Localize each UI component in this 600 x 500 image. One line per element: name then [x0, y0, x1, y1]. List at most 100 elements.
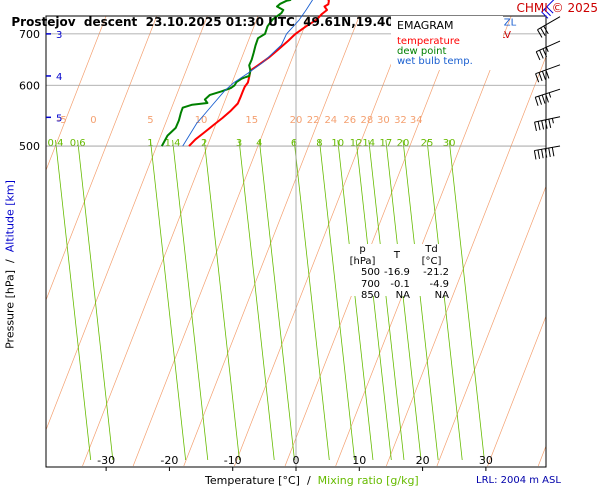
isotherm-label: 24: [324, 115, 337, 126]
wind-barb-feather: [545, 69, 550, 79]
wind-barb-feather: [545, 93, 549, 103]
wind-barb: [535, 40, 561, 61]
wind-barb: [534, 88, 561, 106]
wind-barb-staff: [534, 145, 561, 152]
isotherm-label: 15: [245, 115, 258, 126]
mixing-ratio-label: 14: [362, 138, 375, 149]
isotherm-label: -5: [57, 115, 67, 126]
table-cell: NA: [395, 290, 410, 301]
mixing-ratio-label: 4: [256, 138, 262, 149]
x-title-separator: /: [306, 474, 311, 487]
mixing-ratio-label: 20: [397, 138, 410, 149]
wind-barb-feather: [541, 120, 545, 130]
table-row: 700 -0.1 -4.9: [343, 279, 451, 291]
wind-barb-feather: [541, 149, 544, 159]
mixing-ratio-line: [402, 139, 439, 461]
table-cell: -4.9: [429, 278, 449, 290]
dry-adiabat-line: [234, 16, 411, 467]
wind-barb-feather: [544, 148, 548, 158]
wind-barb: [534, 116, 561, 132]
wind-barb: [535, 64, 561, 83]
mixing-ratio-line: [258, 139, 295, 461]
series-temperature-line: [188, 0, 330, 147]
mixing-ratio-label: 1.4: [165, 138, 181, 149]
dry-adiabat-line: [132, 16, 309, 467]
legend-wetbulb: wet bulb temp.: [397, 56, 473, 67]
temperature-tick-label: 0: [293, 454, 300, 467]
wind-barb-staff: [537, 16, 561, 31]
legend-dewpoint: dew point: [397, 46, 447, 57]
pressure-tick-label: 500: [19, 140, 40, 153]
y-title-altitude: Altitude [km]: [3, 180, 17, 253]
table-row: 500 -16.9 -21.2: [343, 267, 451, 279]
temperature-tick-label: 30: [479, 454, 493, 467]
mode-label: descent: [83, 15, 138, 29]
grid-layer: 0.4 0.6 1 1.4 2 3 4 6 8 10 12 14 17 20 25 30-5 0 5 10 15 20 2…: [19, 15, 547, 471]
wind-barb-half-feather: [551, 118, 554, 124]
mixing-ratio-line: [55, 139, 92, 461]
isotherm-label: 28: [361, 115, 374, 126]
levels-table: p [hPa] T Td [°C] 500 -16.9 -21.2 700 -0…: [343, 244, 451, 301]
mixing-ratio-label: 3: [236, 138, 242, 149]
wind-barb-staff: [541, 0, 555, 13]
datetime-label: 23.10.2025 01:30 UTC: [145, 15, 295, 29]
dry-adiabat-line: [436, 185, 546, 467]
mixing-ratio-label: 30: [443, 138, 456, 149]
wind-barb-feather: [548, 147, 551, 157]
table-header-cell: T: [393, 249, 401, 261]
isotherm-label: 0: [90, 115, 96, 126]
wind-barb: [533, 145, 561, 160]
wind-barb: [537, 16, 561, 38]
isotherm-label: 30: [377, 115, 390, 126]
clipped-grid: [46, 16, 546, 467]
mixing-ratio-line: [203, 139, 240, 461]
mixing-ratio-line: [77, 139, 114, 461]
table-row: 850 NA NA: [343, 290, 451, 302]
wind-barb-staff: [536, 40, 561, 53]
wind-barb-feather: [535, 51, 541, 61]
table-cell: -0.1: [390, 278, 410, 290]
isotherm-label: 32: [394, 115, 407, 126]
wind-barb-feather: [537, 121, 541, 131]
wind-barb-feather: [543, 25, 549, 35]
altitude-tick-label: 5: [56, 113, 62, 124]
dry-adiabat-line: [46, 16, 158, 301]
dry-adiabat-line: [284, 16, 461, 467]
wind-barb-feather: [548, 118, 552, 128]
altitude-tick-label: 3: [56, 30, 62, 41]
table-cell: -21.2: [423, 267, 449, 278]
lrl-label: LRL: 2004 m ASL: [476, 475, 561, 486]
mixing-ratio-label: 2: [201, 138, 207, 149]
mixing-ratio-line: [172, 139, 209, 461]
table-cell: -16.9: [384, 267, 410, 278]
legend-box: EMAGRAM temperature dew point wet bulb t…: [391, 16, 503, 70]
mixing-ratio-label: 25: [421, 138, 434, 149]
isotherm-label: 26: [343, 115, 356, 126]
mixing-ratio-label: 6: [291, 138, 297, 149]
wind-barb-feather: [546, 6, 554, 14]
mixing-ratio-label: 8: [316, 138, 322, 149]
x-axis-title: Temperature [°C] / Mixing ratio [g/kg]: [205, 474, 419, 487]
mixing-ratio-line: [293, 139, 330, 461]
isotherm-label: 22: [307, 115, 320, 126]
table-cell: NA: [434, 290, 449, 301]
temperature-tick-label: -20: [160, 454, 178, 467]
y-title-separator: /: [3, 259, 17, 263]
table-header-cell: p [hPa]: [349, 244, 376, 267]
wind-barb-feather: [551, 147, 555, 157]
mixing-ratio-label: 10: [331, 138, 344, 149]
mixing-ratio-line: [448, 139, 485, 461]
wind-barb-feather: [539, 49, 544, 59]
mixing-ratio-label: 0.6: [70, 138, 86, 149]
wind-barb-feather: [544, 119, 548, 129]
isotherm-label: 5: [147, 115, 153, 126]
legend-temperature: temperature: [397, 36, 460, 47]
table-cell: 500: [360, 267, 381, 278]
x-title-temperature: Temperature [°C]: [205, 474, 300, 487]
x-title-mixing: Mixing ratio [g/kg]: [317, 474, 419, 487]
table-cell: 850: [360, 290, 381, 301]
mixing-ratio-line: [385, 139, 422, 461]
mixing-ratio-line: [150, 139, 187, 461]
dry-adiabat-line: [537, 445, 546, 467]
